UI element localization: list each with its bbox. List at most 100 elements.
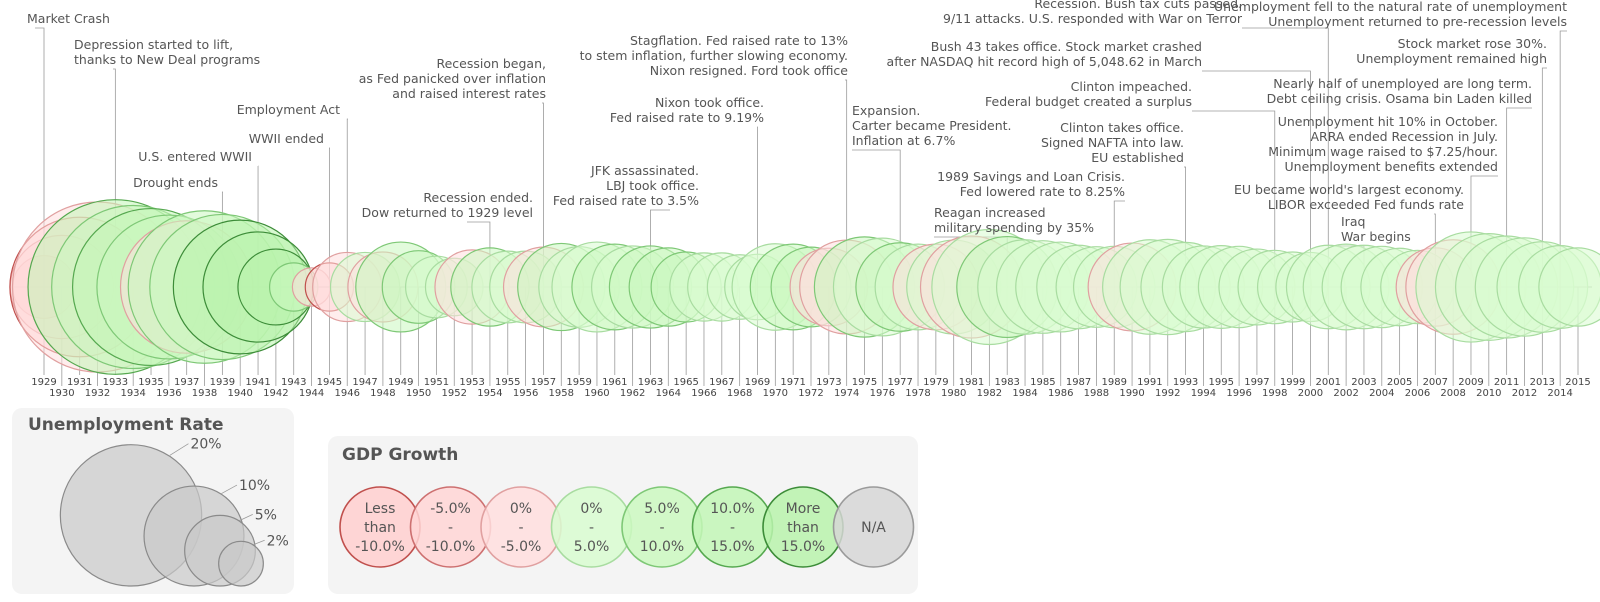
year-label: 1964 <box>656 388 681 399</box>
annotation-2009: Unemployment hit 10% in October. ARRA end… <box>1268 114 1498 174</box>
gdp-bin-label: 0% --5.0% <box>501 501 542 555</box>
year-label: 1950 <box>406 388 431 399</box>
year-label: 1954 <box>477 388 502 399</box>
gdp-legend-bins: Less than -10.0% -5.0% --10.0% 0% --5.0% 0% -5.0… <box>339 486 915 568</box>
year-label: 1962 <box>620 388 645 399</box>
year-label: 1993 <box>1173 377 1198 388</box>
annotation-1998: Clinton impeached. Federal budget created… <box>985 79 1192 109</box>
bubble-2015 <box>1538 247 1600 327</box>
annotation-leader-2001 <box>1242 27 1329 287</box>
unemployment-size-label: 5% <box>255 507 277 523</box>
year-label: 1995 <box>1209 377 1234 388</box>
unemployment-size-leader <box>253 539 265 546</box>
year-label: 1935 <box>138 377 163 388</box>
gdp-bin-label: 10.0% -15.0% <box>710 501 754 555</box>
gdp-legend: GDP Growth Less than -10.0% -5.0% --10.0% 0% -… <box>328 436 918 594</box>
year-label: 1945 <box>317 377 342 388</box>
year-label: 1980 <box>941 388 966 399</box>
gdp-bin-label: More than 15.0% <box>781 501 825 555</box>
year-label: 1971 <box>780 377 805 388</box>
gdp-legend-title: GDP Growth <box>342 445 458 465</box>
year-label: 1929 <box>31 377 56 388</box>
year-label: 1939 <box>210 377 235 388</box>
annotation-1983: Reagan increased military spending by 35% <box>934 205 1094 235</box>
annotation-2001: Recession. Bush tax cuts passed. 9/11 att… <box>943 0 1243 26</box>
year-label: 1988 <box>1084 388 1109 399</box>
annotation-1969: Nixon took office. Fed raised rate to 9.1… <box>610 95 764 125</box>
annotation-1974: Stagflation. Fed raised rate to 13% to st… <box>580 33 849 78</box>
unemployment-legend-sizes: 20% 10% 5% 2% <box>59 437 289 587</box>
year-label: 2011 <box>1494 377 1519 388</box>
year-label: 1973 <box>816 377 841 388</box>
annotation-leader-1946 <box>346 118 348 287</box>
year-label: 1946 <box>335 388 360 399</box>
annotation-2013: Stock market rose 30%. Unemployment remai… <box>1356 36 1547 66</box>
annotation-leader-1929 <box>35 27 45 287</box>
year-label: 1990 <box>1119 388 1144 399</box>
year-label: 1987 <box>1066 377 1091 388</box>
year-label: 1974 <box>834 388 859 399</box>
annotation-2014: Unemployment fell to the natural rate of… <box>1214 0 1567 29</box>
unemployment-size-leader <box>221 484 238 494</box>
year-label: 1961 <box>602 377 627 388</box>
annotation-1993: Clinton takes office. Signed NAFTA into l… <box>1041 120 1184 165</box>
year-label: 1984 <box>1012 388 1037 399</box>
year-label: 1968 <box>727 388 752 399</box>
year-label: 1992 <box>1155 388 1180 399</box>
year-label: 1956 <box>513 388 538 399</box>
year-label: 1947 <box>352 377 377 388</box>
year-label: 2001 <box>1316 377 1341 388</box>
year-label: 1948 <box>370 388 395 399</box>
year-label: 1934 <box>120 388 145 399</box>
annotation-1977: Expansion. Carter became President. Inflat… <box>852 103 1012 148</box>
year-label: 1937 <box>174 377 199 388</box>
annotation-leader-2014 <box>1559 30 1567 287</box>
year-label: 2003 <box>1351 377 1376 388</box>
year-label: 1942 <box>263 388 288 399</box>
year-label: 1938 <box>192 388 217 399</box>
year-labels: 1929193019311932193319341935193619371938… <box>31 377 1590 399</box>
year-label: 1969 <box>745 377 770 388</box>
annotation-2000: Bush 43 takes office. Stock market crash… <box>887 39 1202 69</box>
unemployment-legend-title: Unemployment Rate <box>28 415 224 435</box>
annotation-1954: Recession ended. Dow returned to 1929 lev… <box>362 190 533 220</box>
gdp-bin-7 <box>832 486 915 568</box>
gdp-bin-label: 5.0% -10.0% <box>640 501 684 555</box>
year-label: 2010 <box>1476 388 1501 399</box>
year-label: 1960 <box>584 388 609 399</box>
year-label: 1932 <box>85 388 110 399</box>
year-label: 2013 <box>1530 377 1555 388</box>
annotation-1957: Recession began, as Fed panicked over inf… <box>359 56 546 101</box>
year-label: 1970 <box>763 388 788 399</box>
year-label: 1953 <box>459 377 484 388</box>
year-label: 2012 <box>1512 388 1537 399</box>
year-label: 1955 <box>495 377 520 388</box>
year-label: 1985 <box>1030 377 1055 388</box>
year-label: 1949 <box>388 377 413 388</box>
unemployment-legend: Unemployment Rate 20% 10% 5% 2% <box>12 408 294 594</box>
annotation-1941: U.S. entered WWII <box>138 149 252 164</box>
annotation-leader-1957 <box>542 102 544 287</box>
year-label: 1978 <box>905 388 930 399</box>
year-label: 1991 <box>1137 377 1162 388</box>
year-label: 1972 <box>798 388 823 399</box>
unemployment-size-2 <box>218 540 264 587</box>
year-label: 1943 <box>281 377 306 388</box>
year-label: 1930 <box>49 388 74 399</box>
year-label: 1965 <box>673 377 698 388</box>
unemployment-size-leader <box>239 513 253 522</box>
year-label: 1966 <box>691 388 716 399</box>
annotation-leader-1945 <box>328 147 330 287</box>
unemployment-size-leader <box>169 443 189 456</box>
year-label: 1931 <box>67 377 92 388</box>
year-label: 1983 <box>994 377 1019 388</box>
year-label: 1999 <box>1280 377 1305 388</box>
annotations: Market Crash Depression started to lift, t… <box>27 0 1567 244</box>
year-label: 1941 <box>245 377 270 388</box>
year-label: 1936 <box>156 388 181 399</box>
annotation-2011: Nearly half of unemployed are long term.… <box>1267 76 1532 106</box>
year-label: 1975 <box>852 377 877 388</box>
year-label: 2005 <box>1387 377 1412 388</box>
annotation-2007: EU became world's largest economy. LIBOR … <box>1234 182 1464 212</box>
annotation-leader-2013 <box>1541 67 1547 287</box>
